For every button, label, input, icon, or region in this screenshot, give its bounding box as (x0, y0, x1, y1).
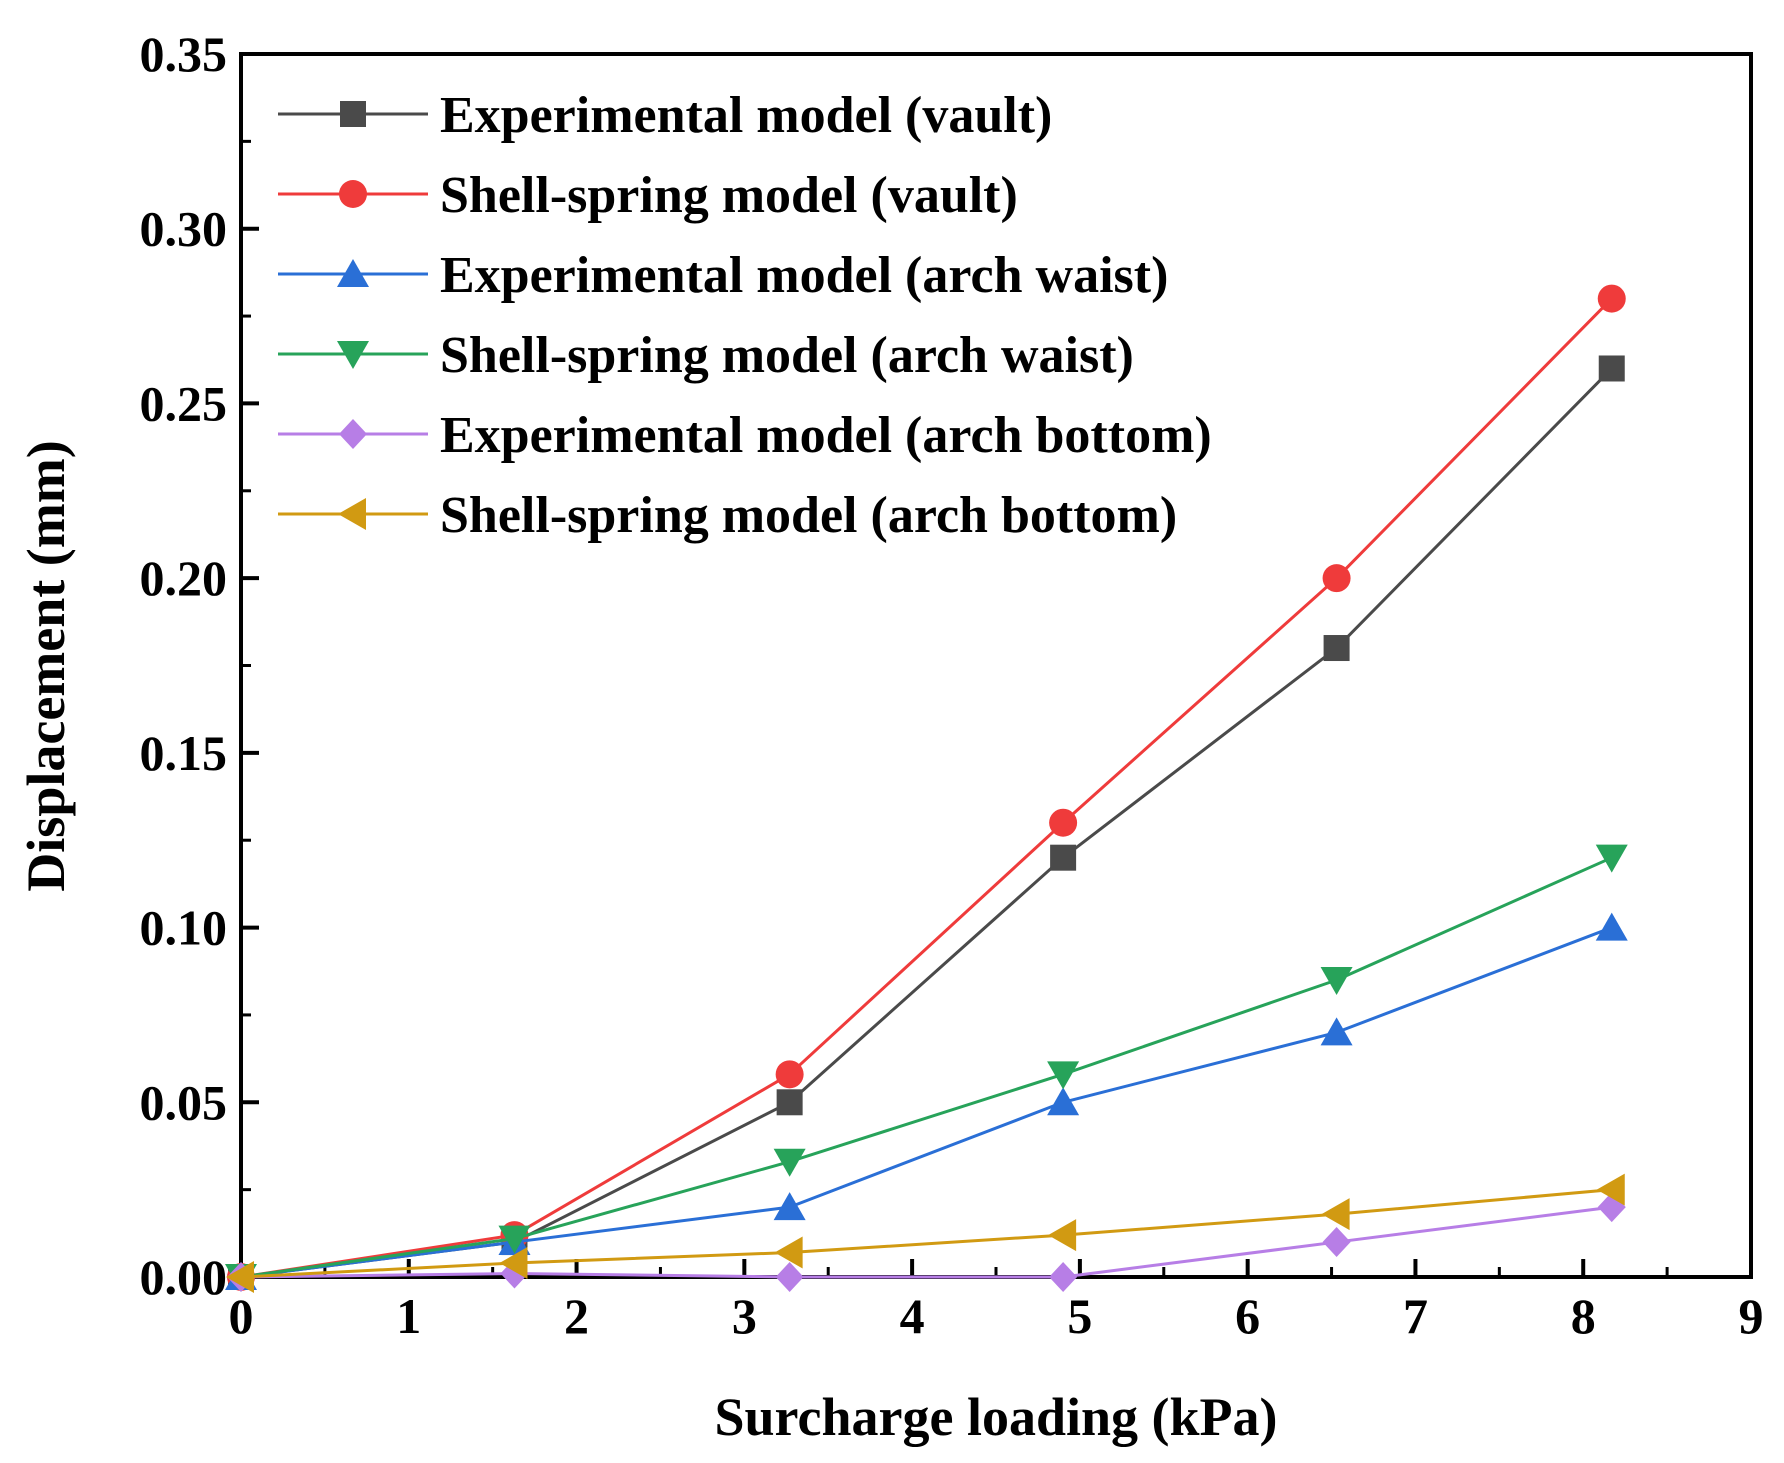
x-tick-label: 5 (1067, 1288, 1092, 1344)
legend-item: Experimental model (vault) (278, 87, 1052, 144)
legend-item: Shell-spring model (arch waist) (278, 327, 1134, 384)
series-line (240, 856, 1613, 1279)
legend-label: Shell-spring model (arch waist) (440, 327, 1134, 384)
y-axis-title: Displacement (mm) (16, 440, 76, 891)
legend-marker (338, 498, 366, 530)
data-point (499, 1247, 528, 1280)
x-tick-label: 8 (1571, 1288, 1596, 1344)
y-axis: 0.00 0.05 0.10 0.15 0.20 0.25 0.30 0.35 (140, 26, 259, 1305)
data-point (226, 1261, 254, 1293)
data-point (1048, 1219, 1077, 1252)
data-point (1598, 355, 1625, 382)
data-point (498, 1225, 531, 1254)
data-point (775, 1060, 804, 1089)
series-4 (225, 844, 1628, 1292)
x-tick-label: 2 (564, 1288, 589, 1344)
legend-marker (337, 259, 369, 287)
data-point (1322, 564, 1351, 593)
data-point (1047, 1087, 1080, 1116)
data-point (1049, 1262, 1078, 1292)
series-line (240, 926, 1613, 1279)
x-tick-label: 7 (1403, 1288, 1428, 1344)
data-point (1321, 1198, 1350, 1231)
series-3 (225, 912, 1628, 1290)
data-point (1322, 1227, 1351, 1258)
legend-marker (339, 180, 367, 208)
y-tick-label: 0.25 (140, 375, 228, 431)
data-point (1047, 1061, 1080, 1090)
legend-label: Experimental model (vault) (440, 87, 1052, 144)
legend-marker (337, 341, 369, 369)
y-tick-label: 0.15 (140, 725, 228, 781)
legend-item: Experimental model (arch bottom) (278, 407, 1212, 464)
series-line (240, 1205, 1612, 1279)
legend-label: Shell-spring model (arch bottom) (440, 487, 1177, 544)
data-point (1596, 1173, 1625, 1206)
data-point (774, 1236, 803, 1269)
x-tick-label: 9 (1739, 1288, 1764, 1344)
x-tick-label: 3 (732, 1288, 757, 1344)
legend-label: Shell-spring model (vault) (440, 167, 1018, 224)
y-tick-label: 0.10 (140, 900, 228, 956)
data-point (773, 1148, 806, 1177)
series-line (240, 297, 1613, 1279)
series-layer (225, 284, 1628, 1293)
x-tick-label: 6 (1235, 1288, 1260, 1344)
data-point (1597, 284, 1626, 313)
y-tick-label: 0.05 (140, 1074, 228, 1130)
plot-frame (239, 52, 1753, 1279)
y-tick-label: 0.30 (140, 201, 228, 257)
data-point (1049, 808, 1078, 837)
legend-marker (339, 419, 367, 449)
data-point (1320, 1017, 1353, 1046)
series-6 (226, 1173, 1625, 1293)
series-line (240, 1188, 1612, 1279)
legend-item: Experimental model (arch waist) (278, 247, 1168, 304)
x-axis-title: Surcharge loading (kPa) (714, 1387, 1277, 1447)
y-tick-label: 0.20 (140, 550, 228, 606)
x-axis: 0 1 2 3 4 5 6 7 8 9 (229, 1259, 1764, 1344)
y-tick-label: 0.35 (140, 26, 228, 82)
legend-marker (340, 101, 366, 127)
data-point (775, 1262, 804, 1292)
data-point (1320, 966, 1353, 995)
data-point (776, 1089, 803, 1116)
x-tick-label: 1 (396, 1288, 421, 1344)
x-tick-label: 0 (229, 1288, 254, 1344)
data-point (1595, 844, 1628, 873)
data-point (1323, 635, 1350, 662)
data-point (773, 1192, 806, 1221)
legend-label: Experimental model (arch bottom) (440, 407, 1212, 464)
data-point (1050, 844, 1077, 871)
y-tick-label: 0.00 (140, 1249, 228, 1305)
x-tick-label: 4 (900, 1288, 925, 1344)
legend-label: Experimental model (arch waist) (440, 247, 1168, 304)
legend-item: Shell-spring model (vault) (278, 167, 1018, 224)
data-point (1595, 912, 1628, 941)
legend: Experimental model (vault) Shell-spring m… (278, 87, 1212, 544)
legend-item: Shell-spring model (arch bottom) (278, 487, 1177, 544)
